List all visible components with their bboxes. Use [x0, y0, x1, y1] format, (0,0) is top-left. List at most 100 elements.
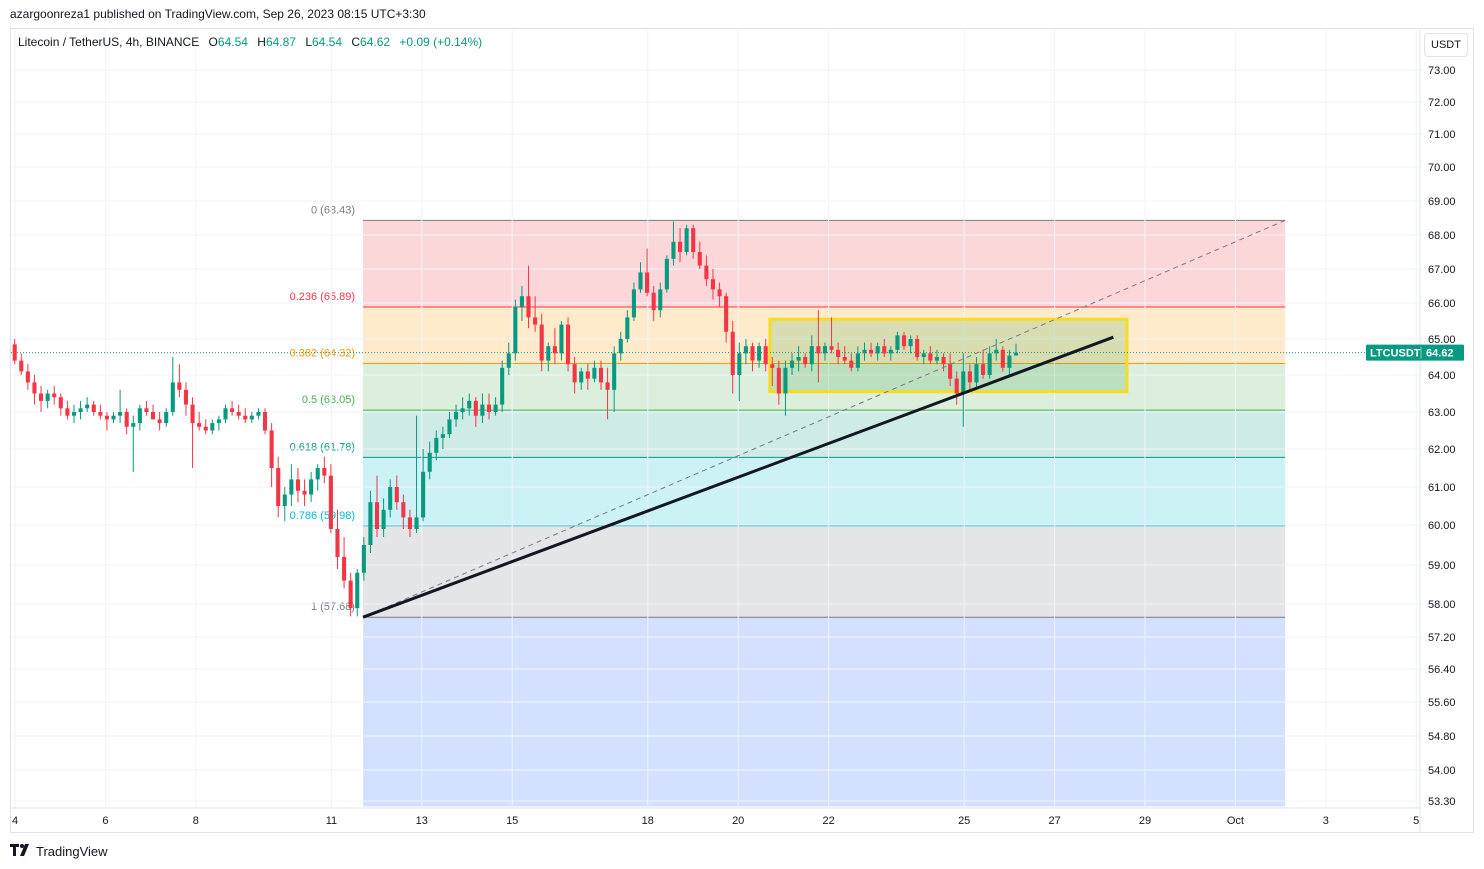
last-price-tag[interactable]	[1366, 344, 1464, 361]
candle-up	[625, 317, 630, 339]
price-tick-label[interactable]: 63.00	[1428, 407, 1456, 419]
fib-band	[363, 220, 1286, 307]
candle-up	[796, 357, 801, 361]
time-tick-label[interactable]: 13	[416, 815, 428, 827]
tradingview-logo-icon	[10, 844, 32, 859]
time-tick-label[interactable]: 4	[12, 815, 18, 827]
candle-up	[1007, 355, 1012, 368]
tradingview-footer[interactable]: TradingView	[10, 844, 108, 859]
candle-up	[414, 517, 419, 529]
time-tick-label[interactable]: Oct	[1227, 815, 1244, 827]
candle-up	[493, 404, 498, 412]
candle-up	[500, 367, 505, 405]
candle-down	[645, 272, 650, 293]
fib-band	[363, 410, 1286, 458]
candle-up	[809, 346, 814, 365]
price-tick-label[interactable]: 56.40	[1428, 664, 1456, 676]
time-tick-label[interactable]: 27	[1048, 815, 1060, 827]
candle-down	[730, 331, 735, 375]
candle-down	[763, 346, 768, 365]
candle-up	[757, 346, 762, 361]
time-tick-label[interactable]: 6	[102, 815, 108, 827]
currency-button[interactable]: USDT	[1424, 33, 1468, 57]
price-tick-label[interactable]: 55.60	[1428, 697, 1456, 709]
candle-down	[236, 412, 241, 416]
candle-down	[836, 349, 841, 357]
time-tick-label[interactable]: 18	[642, 815, 654, 827]
drawings[interactable]	[362, 219, 1286, 619]
price-tick-label[interactable]: 71.00	[1428, 129, 1456, 141]
time-tick-label[interactable]: 5	[1413, 815, 1419, 827]
ascending-trendline[interactable]	[362, 335, 1114, 619]
consolidation-box[interactable]	[768, 317, 1129, 394]
candle-up	[875, 346, 880, 354]
time-tick-label[interactable]: 20	[732, 815, 744, 827]
candle-up	[454, 412, 459, 420]
fib-band-extension	[363, 617, 1286, 807]
price-tick-label[interactable]: 64.00	[1428, 370, 1456, 382]
time-tick-label[interactable]: 8	[193, 815, 199, 827]
candle-down	[144, 408, 149, 412]
candle-down	[98, 412, 103, 416]
time-tick-label[interactable]: 25	[958, 815, 970, 827]
time-tick-label[interactable]: 3	[1323, 815, 1329, 827]
price-tick-label[interactable]: 73.00	[1428, 65, 1456, 77]
price-tick-label[interactable]: 58.00	[1428, 599, 1456, 611]
candle-up	[434, 437, 439, 453]
candle-up	[592, 367, 597, 379]
candle-down	[704, 265, 709, 280]
price-tick-label[interactable]: 53.30	[1428, 796, 1456, 808]
candle-down	[177, 382, 182, 390]
candle-up	[427, 452, 432, 472]
candle-down	[691, 228, 696, 252]
price-tick-label[interactable]: 62.00	[1428, 444, 1456, 456]
axes[interactable]: 73.00 72.00 71.00 70.00 69.00 68.00 67.00 66.00…	[11, 30, 1464, 833]
symbol-name[interactable]: Litecoin / TetherUS, 4h, BINANCE	[18, 35, 200, 49]
candle-down	[948, 364, 953, 379]
candle-up	[684, 228, 689, 252]
price-tick-label[interactable]: 68.00	[1428, 230, 1456, 242]
open-label: O	[208, 35, 218, 49]
candle-up	[855, 353, 860, 368]
candle-down	[295, 479, 301, 491]
fib-band	[363, 363, 1286, 411]
price-tick-label[interactable]: 67.00	[1428, 264, 1456, 276]
price-tick-label[interactable]: 66.00	[1428, 298, 1456, 310]
time-tick-label[interactable]: 15	[506, 815, 518, 827]
candle-down	[901, 335, 907, 347]
price-tick-label[interactable]: 72.00	[1428, 97, 1456, 109]
candle-down	[150, 412, 156, 420]
price-tick-label[interactable]: 60.00	[1428, 520, 1456, 532]
fibonacci-retracement[interactable]: 0 (68.43) 0.236 (65.89) 0.382 (64.32) 0.5 (…	[290, 204, 1286, 807]
change-value: +0.09 (+0.14%)	[399, 35, 483, 49]
price-tick-label[interactable]: 61.00	[1428, 482, 1456, 494]
candle-up	[664, 258, 669, 290]
candle-down	[65, 408, 70, 416]
range-box[interactable]	[768, 317, 1129, 394]
candle-down	[677, 241, 683, 252]
candle-down	[328, 475, 333, 529]
time-tick-label[interactable]: 11	[326, 815, 337, 827]
candles	[11, 221, 1365, 617]
close-label: C	[351, 35, 361, 49]
price-tick-label[interactable]: 54.80	[1428, 731, 1456, 743]
candle-down	[157, 419, 162, 424]
candle-up	[994, 349, 999, 354]
price-tick-label[interactable]: 70.00	[1428, 162, 1456, 174]
price-tick-label[interactable]: 54.00	[1428, 765, 1456, 777]
price-tick-label[interactable]: 57.20	[1428, 632, 1456, 644]
candle-down	[750, 346, 755, 361]
candle-down	[869, 349, 874, 354]
time-tick-label[interactable]: 22	[822, 815, 834, 827]
candle-down	[401, 502, 406, 518]
time-tick-label[interactable]: 29	[1139, 815, 1151, 827]
candle-down	[230, 408, 235, 412]
chart-pane[interactable]	[10, 28, 1474, 833]
candle-up	[388, 487, 393, 510]
candle-up	[888, 349, 893, 354]
price-tick-label[interactable]: 65.00	[1428, 334, 1456, 346]
candle-down	[342, 557, 347, 581]
price-tick-label[interactable]: 59.00	[1428, 560, 1456, 572]
price-tick-label[interactable]: 69.00	[1428, 196, 1456, 208]
